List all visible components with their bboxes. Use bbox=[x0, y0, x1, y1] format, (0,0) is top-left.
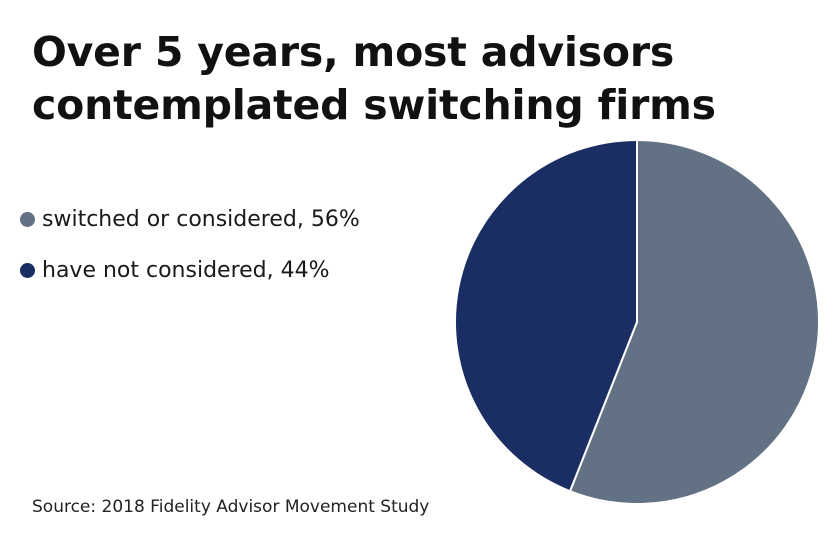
chart-title-line-2: contemplated switching firms bbox=[32, 81, 716, 129]
pie-slice-not-considered bbox=[454, 139, 638, 493]
pie-chart bbox=[454, 139, 820, 505]
legend-swatch-not-considered bbox=[20, 262, 35, 278]
chart-legend: switched or considered, 56% have not con… bbox=[20, 204, 360, 306]
chart-title: Over 5 years, most advisors contemplated… bbox=[32, 26, 812, 132]
legend-label-not-considered: have not considered, 44% bbox=[42, 257, 330, 283]
legend-item-switched: switched or considered, 56% bbox=[20, 204, 360, 234]
pie-slice-switched bbox=[569, 139, 820, 505]
source-note: Source: 2018 Fidelity Advisor Movement S… bbox=[32, 497, 430, 517]
legend-label-switched: switched or considered, 56% bbox=[42, 206, 360, 232]
legend-swatch-switched bbox=[20, 211, 35, 227]
legend-item-not-considered: have not considered, 44% bbox=[20, 255, 360, 285]
chart-title-line-1: Over 5 years, most advisors bbox=[32, 28, 675, 76]
